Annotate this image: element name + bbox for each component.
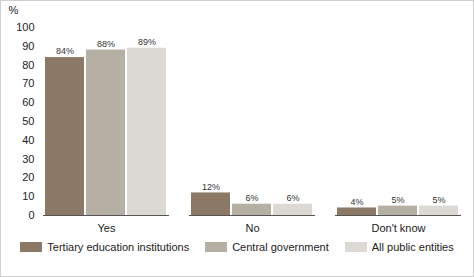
svg-text:50: 50 bbox=[22, 115, 34, 127]
svg-text:0: 0 bbox=[28, 209, 34, 221]
svg-text:20: 20 bbox=[22, 171, 34, 183]
svg-text:88%: 88% bbox=[97, 39, 115, 49]
svg-text:70: 70 bbox=[22, 77, 34, 89]
svg-text:No: No bbox=[245, 222, 259, 234]
svg-text:%: % bbox=[9, 4, 19, 16]
svg-text:10: 10 bbox=[22, 190, 34, 202]
svg-text:90: 90 bbox=[22, 40, 34, 52]
svg-text:30: 30 bbox=[22, 153, 34, 165]
svg-text:40: 40 bbox=[22, 134, 34, 146]
svg-text:5%: 5% bbox=[391, 195, 404, 205]
svg-text:80: 80 bbox=[22, 59, 34, 71]
svg-text:60: 60 bbox=[22, 96, 34, 108]
svg-text:89%: 89% bbox=[138, 37, 156, 47]
svg-text:6%: 6% bbox=[245, 193, 258, 203]
svg-text:6%: 6% bbox=[286, 193, 299, 203]
svg-text:12%: 12% bbox=[202, 182, 220, 192]
svg-text:Don't know: Don't know bbox=[371, 222, 425, 234]
html-text:All public entities: All public entities bbox=[371, 241, 454, 253]
svg-text:84%: 84% bbox=[56, 46, 74, 56]
svg-text:5%: 5% bbox=[432, 195, 445, 205]
svg-text:100: 100 bbox=[16, 21, 34, 33]
svg-text:Yes: Yes bbox=[98, 222, 116, 234]
html-text:Tertiary education institution: Tertiary education institutions bbox=[47, 241, 190, 253]
html-text:Central government: Central government bbox=[232, 241, 329, 253]
svg-text:4%: 4% bbox=[350, 197, 363, 207]
